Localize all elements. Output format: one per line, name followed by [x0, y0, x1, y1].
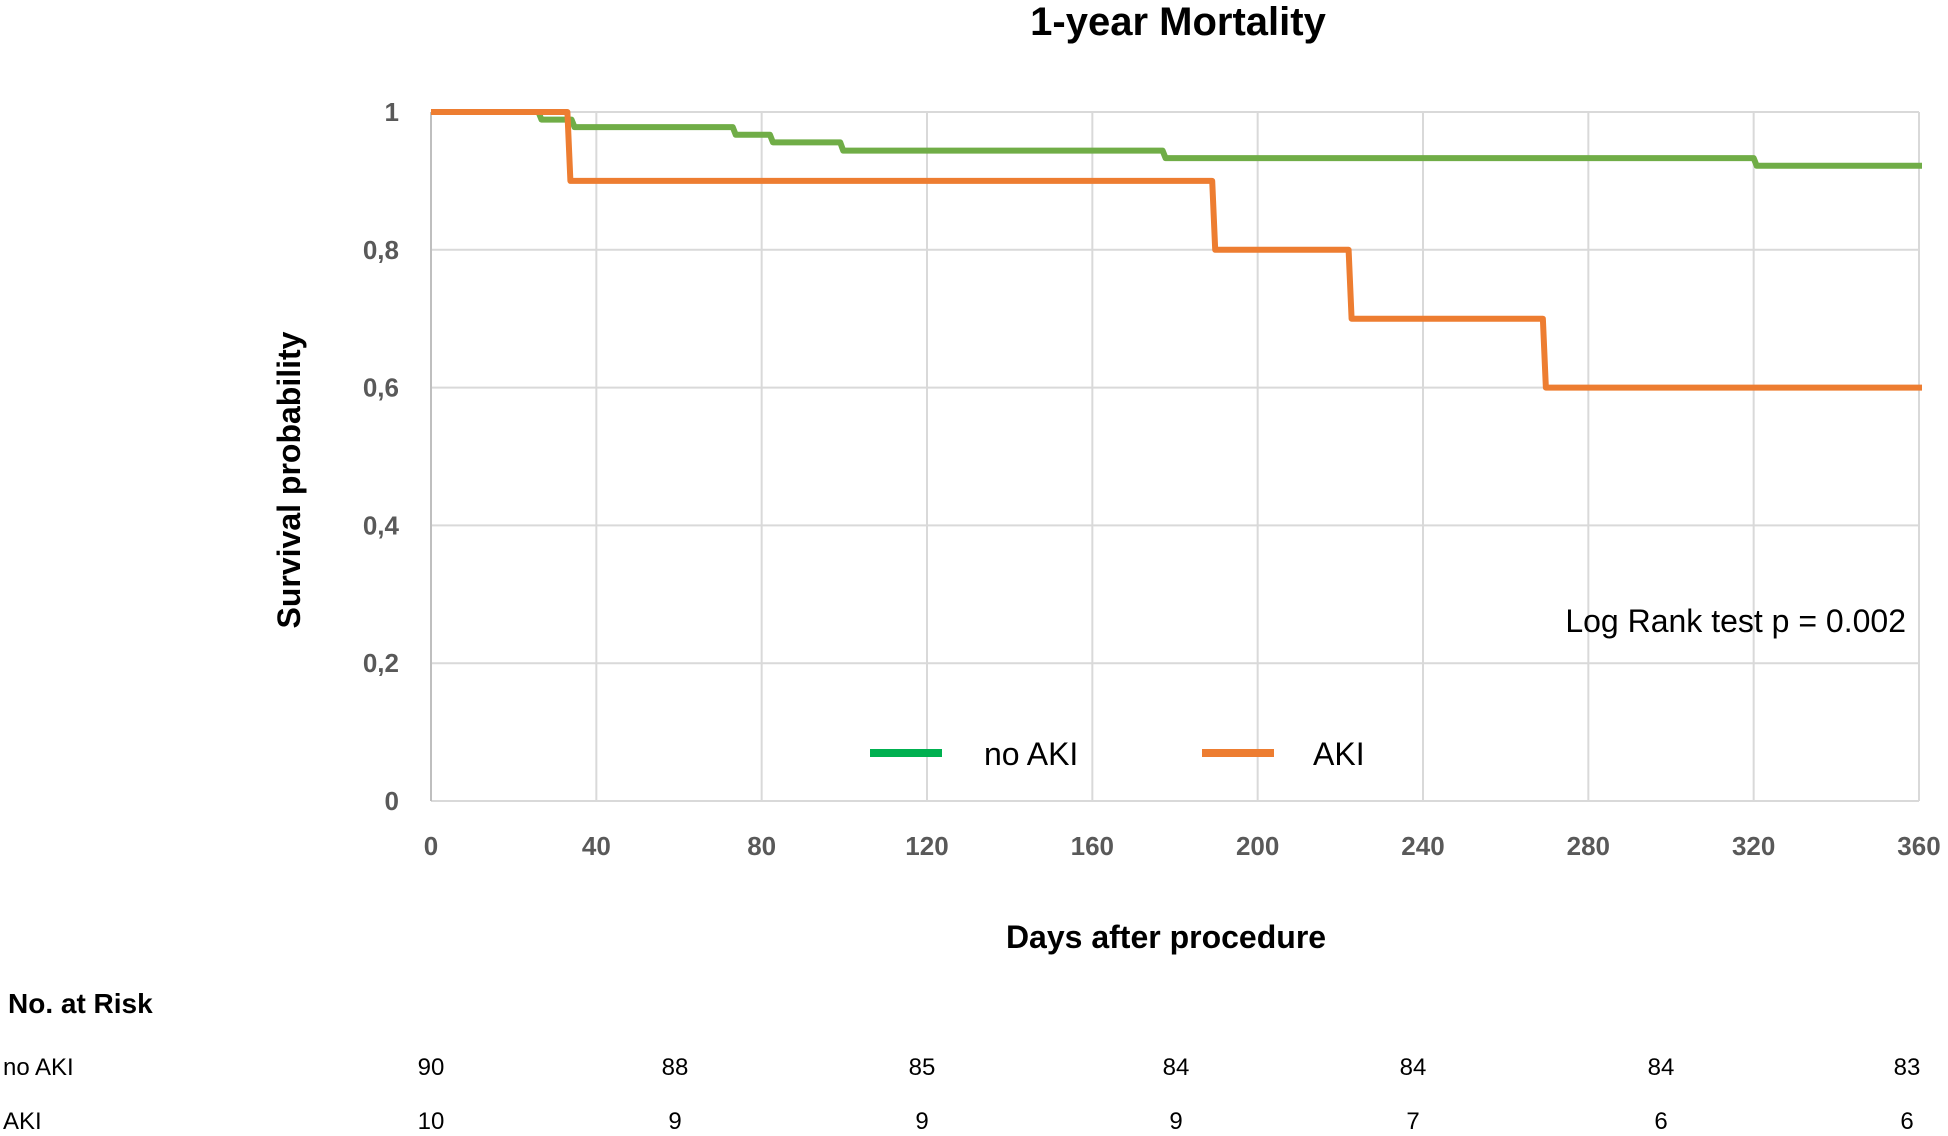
- y-tick-label: 0,6: [363, 373, 399, 403]
- risk-value: 90: [417, 1054, 445, 1081]
- x-tick-label: 160: [1071, 831, 1114, 861]
- risk-row-label: no AKI: [3, 1054, 74, 1081]
- risk-value: 83: [1893, 1054, 1921, 1081]
- log-rank-annotation: Log Rank test p = 0.002: [1565, 603, 1906, 639]
- chart-title: 1-year Mortality: [1030, 0, 1326, 44]
- risk-value: 7: [1406, 1108, 1420, 1135]
- y-tick-label: 0,8: [363, 235, 399, 265]
- y-tick-label: 0: [385, 786, 399, 816]
- risk-table-header: No. at Risk: [8, 988, 153, 1019]
- legend-label-no-aki: no AKI: [984, 736, 1078, 772]
- legend-label-aki: AKI: [1313, 736, 1365, 772]
- x-tick-label: 200: [1236, 831, 1279, 861]
- risk-value: 88: [661, 1054, 689, 1081]
- risk-value: 85: [908, 1054, 936, 1081]
- x-tick-label: 80: [747, 831, 776, 861]
- series-line-no-aki: [431, 109, 1922, 169]
- risk-value: 6: [1900, 1108, 1914, 1135]
- y-tick-label: 0,2: [363, 648, 399, 678]
- risk-value: 84: [1647, 1054, 1675, 1081]
- risk-value: 84: [1399, 1054, 1427, 1081]
- risk-value: 10: [417, 1108, 445, 1135]
- risk-value: 9: [668, 1108, 682, 1135]
- legend: no AKI AKI: [870, 736, 1365, 772]
- risk-value: 84: [1162, 1054, 1190, 1081]
- risk-value: 9: [1169, 1108, 1183, 1135]
- x-tick-label: 120: [905, 831, 948, 861]
- risk-value: 9: [915, 1108, 929, 1135]
- x-axis-label: Days after procedure: [1006, 919, 1326, 955]
- y-tick-label: 1: [385, 97, 399, 127]
- x-tick-label: 0: [424, 831, 438, 861]
- x-tick-label: 320: [1732, 831, 1775, 861]
- x-tick-label: 40: [582, 831, 611, 861]
- x-tick-label: 240: [1401, 831, 1444, 861]
- series-line-aki: [431, 109, 1922, 391]
- y-tick-label: 0,4: [363, 510, 400, 540]
- risk-value: 6: [1654, 1108, 1668, 1135]
- x-tick-label: 360: [1897, 831, 1940, 861]
- x-tick-label: 280: [1567, 831, 1610, 861]
- risk-row-label: AKI: [3, 1108, 42, 1135]
- y-axis-label: Survival probability: [271, 331, 307, 628]
